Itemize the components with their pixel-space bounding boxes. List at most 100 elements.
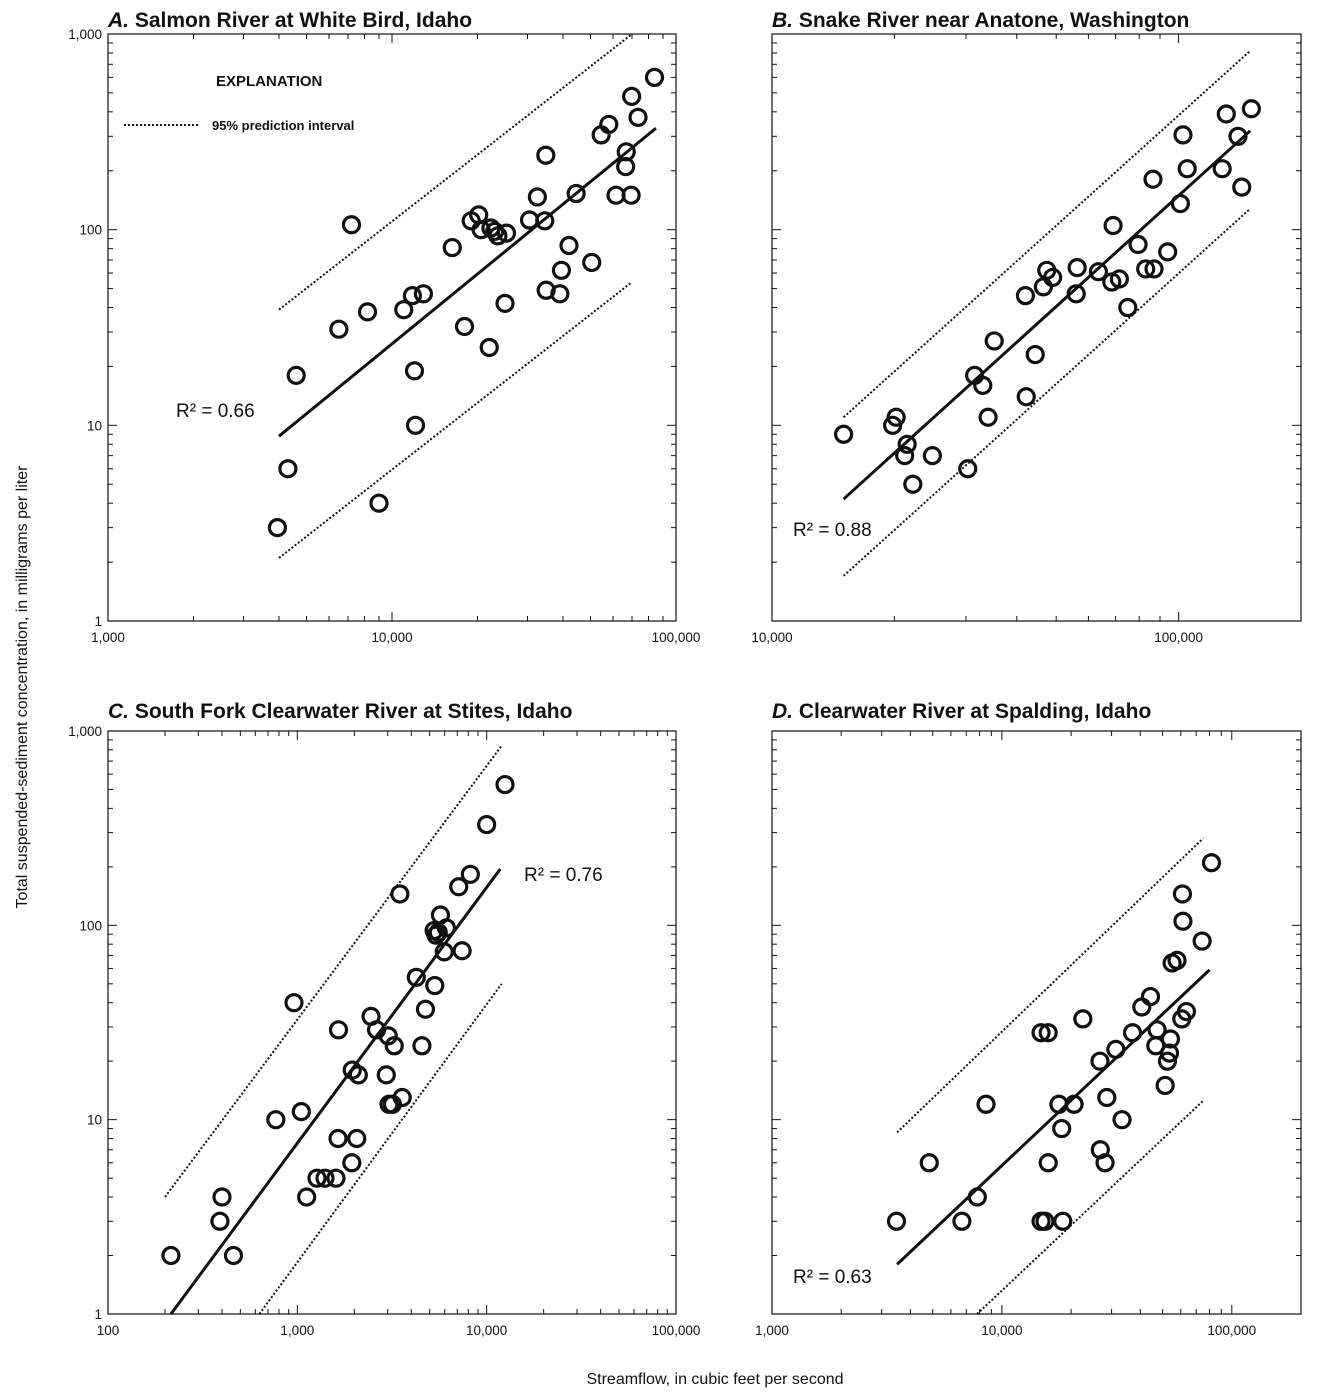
x-tick-label: 100: [97, 1323, 120, 1338]
data-point: [1064, 1094, 1084, 1114]
data-point: [357, 302, 378, 322]
data-point: [535, 211, 555, 231]
data-point: [1143, 169, 1163, 189]
y-tick-label: 1,000: [68, 27, 102, 42]
data-point: [536, 145, 556, 165]
data-point: [415, 999, 436, 1019]
data-point: [984, 331, 1004, 351]
data-point: [384, 1036, 404, 1056]
plot-frame: [107, 33, 677, 622]
data-point: [1016, 387, 1036, 407]
data-point: [1212, 159, 1232, 179]
panel-b-title: B. Snake River near Anatone, Washington: [772, 9, 1189, 32]
data-point: [328, 1128, 348, 1149]
data-point: [1173, 911, 1193, 931]
data-point: [425, 975, 445, 996]
data-point: [1192, 931, 1212, 951]
upper-prediction-interval-line: [164, 745, 503, 1198]
data-point: [496, 223, 517, 243]
data-point: [978, 407, 998, 427]
lower-prediction-interval-line: [258, 983, 503, 1315]
data-point: [454, 316, 475, 337]
data-point: [1155, 1075, 1175, 1096]
regression-line: [278, 127, 657, 438]
data-point: [1232, 177, 1252, 197]
data-point: [1136, 259, 1156, 279]
data-point: [1112, 1110, 1132, 1130]
data-point: [1052, 1118, 1072, 1139]
data-point: [1167, 950, 1187, 971]
panel-d-title: D. Clearwater River at Spalding, Idaho: [772, 700, 1151, 723]
data-point: [1144, 259, 1164, 279]
data-point: [1031, 1023, 1051, 1043]
data-point: [390, 884, 410, 904]
data-point: [1053, 1211, 1073, 1231]
x-tick-label: 100,000: [1207, 1323, 1256, 1338]
data-point: [1122, 1023, 1143, 1043]
data-point: [976, 1094, 996, 1114]
upper-prediction-interval-line: [896, 837, 1204, 1134]
x-axis-label: Streamflow, in cubic feet per second: [586, 1371, 843, 1388]
data-point: [1038, 1023, 1058, 1043]
y-tick-label: 1,000: [68, 724, 102, 739]
data-point: [405, 415, 426, 435]
data-point: [919, 1153, 939, 1173]
data-point: [291, 1102, 311, 1122]
data-point: [1088, 262, 1109, 282]
panel-a-title: A. Salmon River at White Bird, Idaho: [107, 9, 472, 32]
data-point: [1159, 1043, 1180, 1063]
data-point: [644, 67, 665, 88]
y-tick-label: 100: [79, 918, 102, 933]
data-point: [1201, 853, 1222, 873]
panel-c-r2-label: R² = 0.76: [524, 865, 603, 886]
data-point: [341, 215, 362, 235]
data-point: [479, 337, 499, 358]
x-tick-label: 10,000: [981, 1323, 1022, 1338]
data-point: [1140, 986, 1161, 1007]
data-point: [460, 864, 480, 884]
data-point: [369, 493, 389, 513]
data-point: [392, 1087, 412, 1108]
data-point: [161, 1245, 181, 1266]
data-point: [284, 993, 304, 1013]
data-point: [1090, 1051, 1110, 1071]
x-tick-label: 100,000: [652, 1323, 701, 1338]
x-tick-label: 1,000: [755, 1323, 789, 1338]
data-point: [378, 1026, 398, 1046]
data-point: [1035, 1211, 1055, 1231]
data-point: [1176, 1001, 1197, 1022]
data-point: [886, 1211, 907, 1231]
data-point: [1106, 1039, 1126, 1059]
y-tick-label: 10: [87, 418, 102, 433]
upper-prediction-interval-line: [842, 50, 1251, 418]
data-point: [394, 300, 414, 320]
panel-a-r2-label: R² = 0.66: [176, 401, 255, 422]
plot-frame: [771, 33, 1302, 622]
data-point: [1160, 1029, 1181, 1049]
data-point: [212, 1187, 232, 1207]
data-point: [599, 114, 619, 135]
lower-prediction-interval-line: [278, 281, 633, 559]
data-point: [833, 424, 854, 444]
x-tick-label: 1,000: [280, 1323, 314, 1338]
regression-line: [896, 968, 1211, 1266]
data-point: [622, 86, 642, 106]
data-point: [376, 1065, 396, 1085]
y-tick-label: 10: [87, 1113, 102, 1128]
data-point: [326, 1168, 346, 1188]
data-point: [1147, 1020, 1167, 1040]
upper-prediction-interval-line: [278, 33, 633, 311]
data-point: [1033, 277, 1053, 297]
data-point: [1066, 284, 1086, 304]
data-point: [266, 1110, 286, 1130]
plot-frame: [107, 730, 677, 1315]
data-point: [404, 361, 425, 381]
legend-item-label: 95% prediction interval: [212, 118, 354, 133]
data-point: [278, 459, 298, 479]
data-point: [495, 774, 515, 795]
y-tick-label: 1: [94, 614, 102, 629]
data-point: [551, 260, 572, 280]
data-point: [886, 407, 906, 427]
data-point: [1216, 104, 1236, 124]
data-point: [897, 434, 917, 454]
